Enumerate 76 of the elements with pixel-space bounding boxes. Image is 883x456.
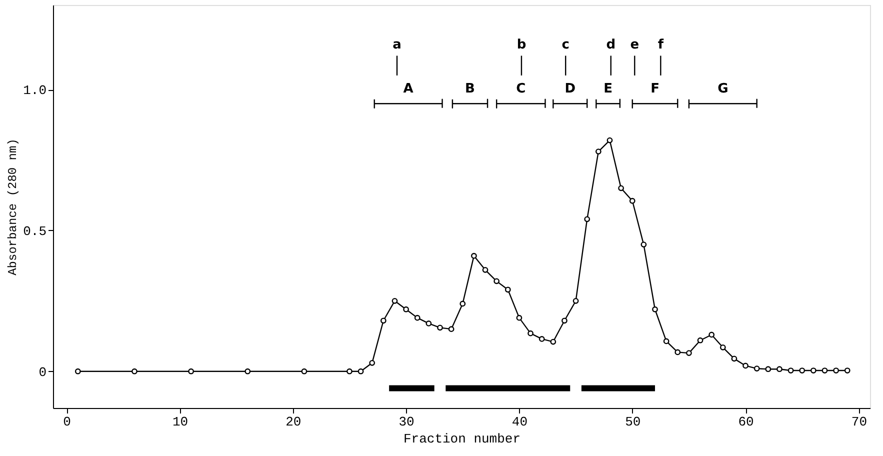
point — [810, 368, 816, 374]
point — [562, 318, 568, 324]
point — [720, 344, 726, 350]
point — [640, 242, 647, 248]
point — [392, 298, 398, 304]
point — [426, 320, 432, 326]
point — [448, 326, 454, 332]
series-label: c — [562, 38, 570, 53]
y-axis-title: Absorbance (280 nm) — [6, 138, 20, 276]
point — [244, 368, 251, 374]
point — [731, 356, 738, 362]
point — [663, 338, 670, 344]
series-label: E — [604, 81, 612, 96]
point — [380, 318, 386, 324]
point — [414, 314, 420, 321]
point — [674, 349, 681, 356]
x-tick-label: 60 — [738, 414, 754, 430]
point — [629, 198, 636, 204]
series-label: f — [658, 38, 664, 53]
point — [471, 252, 477, 259]
point — [572, 298, 579, 304]
x-tick-label: 50 — [625, 414, 641, 430]
point — [460, 300, 466, 307]
point — [606, 137, 613, 144]
point — [494, 278, 500, 284]
x-tick-label: 40 — [512, 414, 528, 430]
series-label: B — [465, 81, 475, 96]
point — [369, 360, 376, 366]
point — [550, 338, 556, 345]
point — [403, 306, 409, 312]
point — [822, 368, 828, 374]
point — [504, 286, 511, 293]
series-label: C — [516, 81, 526, 96]
point — [301, 368, 308, 374]
point — [528, 330, 534, 336]
x-tick-label: 0 — [63, 414, 71, 430]
series-label: F — [650, 81, 660, 96]
point — [788, 368, 794, 374]
series-label: e — [630, 38, 640, 53]
y-tick-label: 1.0 — [23, 83, 46, 98]
point — [708, 332, 715, 338]
point — [74, 368, 81, 374]
point — [132, 368, 138, 374]
y-tick-label: 0.5 — [23, 224, 46, 239]
point — [358, 368, 364, 374]
point — [595, 148, 602, 154]
point — [538, 336, 545, 342]
x-tick-label: 10 — [172, 414, 188, 430]
point — [742, 362, 748, 369]
point — [652, 306, 658, 312]
point — [346, 368, 352, 374]
x-tick-label: 30 — [398, 414, 414, 430]
series-label: a — [392, 38, 402, 53]
point — [686, 350, 692, 356]
point — [776, 366, 782, 372]
point — [833, 368, 839, 374]
point — [482, 266, 488, 273]
x-tick-label: 20 — [286, 414, 302, 430]
point — [754, 366, 760, 372]
point — [437, 324, 443, 331]
point — [844, 368, 850, 374]
point — [618, 185, 624, 192]
series-label: G — [718, 81, 728, 96]
point — [188, 368, 194, 374]
series-label: D — [564, 81, 576, 96]
point — [697, 337, 704, 344]
y-tick-label: 0 — [38, 364, 46, 380]
series-label: d — [606, 38, 616, 53]
point — [584, 216, 590, 222]
x-tick-label: 70 — [851, 414, 867, 430]
series-label: b — [516, 38, 526, 53]
point — [516, 314, 522, 321]
series-label: A — [403, 81, 414, 96]
x-axis-title: Fraction number — [403, 432, 521, 446]
point — [765, 366, 772, 372]
point — [799, 368, 806, 374]
